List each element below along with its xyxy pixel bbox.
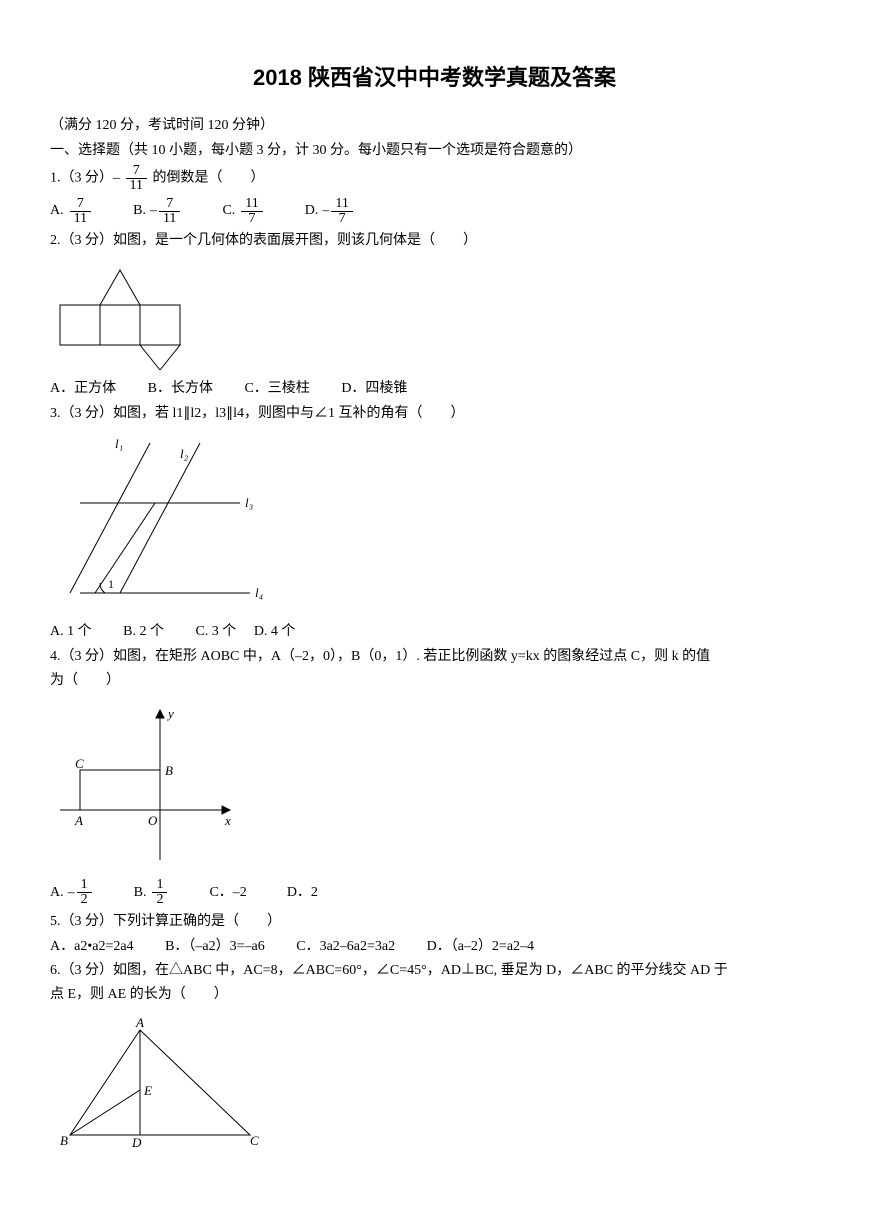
label-e: E [143, 1083, 152, 1098]
label: C. [222, 200, 235, 222]
q2-choices: A．正方体 B．长方体 C．三棱柱 D．四棱锥 [50, 378, 819, 400]
neg: – [68, 882, 75, 904]
q5-d: D．（a–2）2=a2–4 [427, 939, 534, 954]
num: 7 [70, 197, 91, 212]
label-c: C [250, 1133, 259, 1148]
q1-fraction: 7 11 [126, 164, 147, 193]
label-d: D [131, 1135, 142, 1150]
q5-a: A．a2•a2=2a4 [50, 939, 134, 954]
q1-frac-den: 11 [126, 179, 147, 193]
page-title: 2018 陕西省汉中中考数学真题及答案 [50, 60, 819, 95]
q4-choice-c: C．–2 [209, 878, 246, 907]
q1-suffix: 的倒数是（ ） [152, 171, 264, 186]
q2-figure [50, 260, 819, 370]
label-a: A [74, 813, 83, 828]
q4-choice-d: D．2 [287, 878, 318, 907]
l3-label: l₃ [245, 495, 253, 510]
q5-b: B．（–a2）3=–a6 [165, 939, 265, 954]
den: 2 [77, 893, 92, 907]
l2-label: l₂ [180, 446, 189, 461]
q3-c: C. 3 个 [195, 624, 236, 639]
q3-a: A. 1 个 [50, 624, 92, 639]
den: 11 [159, 212, 180, 226]
q2-a: A．正方体 [50, 381, 116, 396]
label: B. [133, 200, 146, 222]
parallel-lines-diagram-icon: l₁ l₂ l₃ l₄ 1 [50, 433, 270, 613]
label: D. [305, 200, 319, 222]
q4-choice-b: B. 12 [134, 878, 170, 907]
q6-stem-2: 点 E，则 AE 的长为（ ） [50, 984, 819, 1006]
den: 7 [241, 212, 262, 226]
q4-stem-1: 4.（3 分）如图，在矩形 AOBC 中，A（–2，0），B（0，1）. 若正比… [50, 646, 819, 668]
den: 7 [331, 212, 352, 226]
q2-stem: 2.（3 分）如图，是一个几何体的表面展开图，则该几何体是（ ） [50, 230, 819, 252]
num: 1 [152, 878, 167, 893]
q3-figure: l₁ l₂ l₃ l₄ 1 [50, 433, 819, 613]
l1-label: l₁ [115, 436, 123, 451]
q1-choices: A. 711 B. – 711 C. 117 D. – 117 [50, 197, 819, 226]
l4-label: l₄ [255, 585, 264, 600]
num: 11 [241, 197, 262, 212]
q1-choice-c: C. 117 [222, 197, 264, 226]
section-heading: 一、选择题（共 10 小题，每小题 3 分，计 30 分。每小题只有一个选项是符… [50, 140, 819, 162]
label-b: B [165, 763, 173, 778]
q1-choice-d: D. – 117 [305, 197, 355, 226]
angle-1-label: 1 [108, 577, 114, 591]
label-x: x [224, 813, 231, 828]
q5-stem: 5.（3 分）下列计算正确的是（ ） [50, 911, 819, 933]
q1-choice-a: A. 711 [50, 197, 93, 226]
q4-figure: C B A O x y [50, 700, 819, 870]
label-b: B [60, 1133, 68, 1148]
label: A. [50, 882, 64, 904]
q4-choices: A. – 12 B. 12 C．–2 D．2 [50, 878, 819, 907]
q2-c: C．三棱柱 [244, 381, 309, 396]
q1-prefix: 1.（3 分）– [50, 171, 120, 186]
q4-choice-a: A. – 12 [50, 878, 94, 907]
label: A. [50, 200, 64, 222]
label-a: A [135, 1015, 144, 1030]
num: 1 [77, 878, 92, 893]
net-diagram-icon [50, 260, 210, 370]
q5-c: C．3a2–6a2=3a2 [296, 939, 395, 954]
q3-choices: A. 1 个 B. 2 个 C. 3 个 D. 4 个 [50, 621, 819, 643]
q3-d: D. 4 个 [254, 624, 296, 639]
q3-stem: 3.（3 分）如图，若 l1∥l2，l3∥l4，则图中与∠1 互补的角有（ ） [50, 403, 819, 425]
label-c: C [75, 756, 84, 771]
coordinate-rectangle-diagram-icon: C B A O x y [50, 700, 250, 870]
q2-d: D．四棱锥 [341, 381, 407, 396]
q1-stem: 1.（3 分）– 7 11 的倒数是（ ） [50, 164, 819, 193]
q1-choice-b: B. – 711 [133, 197, 182, 226]
label-o: O [148, 813, 158, 828]
q1-frac-num: 7 [126, 164, 147, 179]
num: 11 [331, 197, 352, 212]
q2-b: B．长方体 [148, 381, 213, 396]
q6-stem-1: 6.（3 分）如图，在△ABC 中，AC=8，∠ABC=60°，∠C=45°，A… [50, 960, 819, 982]
meta-line: （满分 120 分，考试时间 120 分钟） [50, 115, 819, 137]
label: B. [134, 882, 147, 904]
q3-b: B. 2 个 [123, 624, 164, 639]
den: 2 [152, 893, 167, 907]
label-y: y [166, 706, 174, 721]
num: 7 [159, 197, 180, 212]
q4-stem-2: 为（ ） [50, 670, 819, 692]
q5-choices: A．a2•a2=2a4 B．（–a2）3=–a6 C．3a2–6a2=3a2 D… [50, 936, 819, 958]
q6-figure: A B C D E [50, 1015, 819, 1155]
neg: – [322, 200, 329, 222]
den: 11 [70, 212, 91, 226]
neg: – [150, 200, 157, 222]
triangle-diagram-icon: A B C D E [50, 1015, 270, 1155]
